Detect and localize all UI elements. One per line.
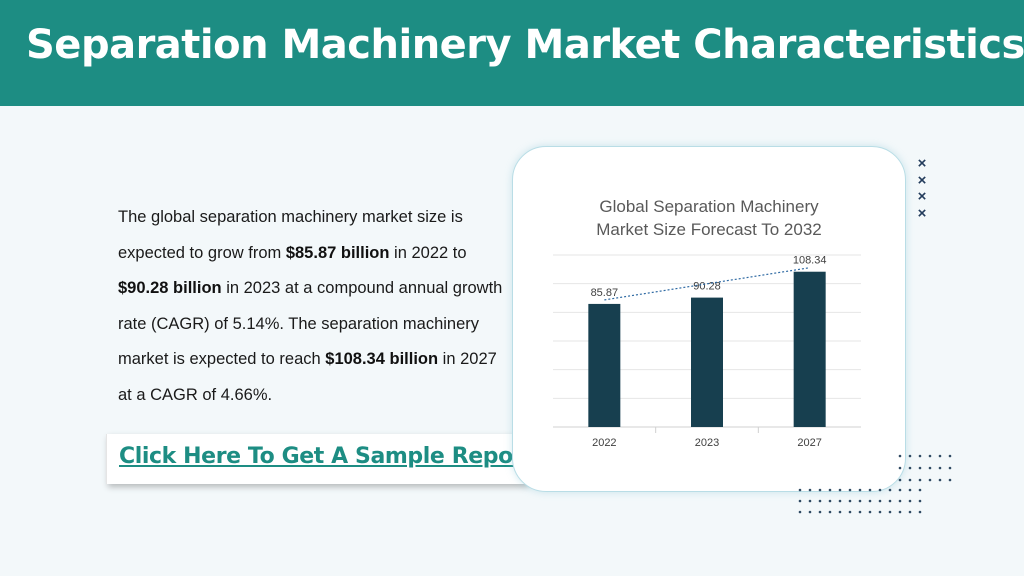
decor-dot	[888, 510, 892, 514]
decor-dot	[898, 466, 902, 470]
bar-2023	[691, 297, 723, 427]
highlighted-figure: $108.34 billion	[325, 350, 439, 368]
decorative-dot-grid-right	[898, 454, 952, 482]
decor-dot	[918, 454, 922, 458]
chart-title-line-2: Market Size Forecast To 2032	[596, 220, 822, 239]
decor-dot	[858, 510, 862, 514]
decor-dot	[878, 488, 882, 492]
decor-dot	[838, 510, 842, 514]
decor-dot	[898, 499, 902, 503]
decor-dot	[898, 454, 902, 458]
decor-dot	[868, 499, 872, 503]
bar-chart: 85.87 2022 90.28 2023 108.34 2027	[553, 254, 861, 449]
description-text: in 2022 to	[389, 243, 467, 262]
tick-label-2023: 2023	[695, 437, 719, 449]
x-mark-icon: ×	[917, 171, 927, 189]
chart-title: Global Separation Machinery Market Size …	[513, 195, 905, 241]
decor-dot	[798, 510, 802, 514]
description-text: in 2027 at a CAGR of 4.66%.	[118, 350, 497, 404]
decor-dot	[898, 478, 902, 482]
sample-report-box: Click Here To Get A Sample Report	[106, 434, 534, 484]
decor-dot	[818, 488, 822, 492]
decor-dot	[918, 488, 922, 492]
highlighted-figure: $90.28 billion	[118, 279, 222, 297]
description-text: in 2023 at a compound annual growth rate…	[118, 279, 503, 368]
decorative-dot-grid-bottom	[798, 488, 922, 514]
decor-dot	[888, 488, 892, 492]
bar-2022	[588, 303, 621, 427]
decor-dot	[808, 488, 812, 492]
decor-dot	[838, 488, 842, 492]
decor-dot	[858, 488, 862, 492]
decor-dot	[908, 499, 912, 503]
decor-dot	[908, 488, 912, 492]
decor-dot	[918, 466, 922, 470]
trendline	[604, 267, 810, 301]
decor-dot	[928, 478, 932, 482]
decor-dot	[908, 478, 912, 482]
decor-dot	[918, 510, 922, 514]
decor-dot	[798, 488, 802, 492]
data-label-2027: 108.34	[793, 255, 827, 267]
decor-dot	[888, 499, 892, 503]
x-mark-icon: ×	[917, 204, 927, 222]
decor-dot	[828, 499, 832, 503]
decor-dot	[938, 466, 942, 470]
decor-dot	[858, 499, 862, 503]
decor-dot	[848, 488, 852, 492]
x-mark-icon: ×	[917, 155, 927, 172]
decor-dot	[818, 499, 822, 503]
decor-dot	[808, 510, 812, 514]
market-description: The global separation machinery market s…	[118, 200, 508, 413]
decor-dot	[868, 510, 872, 514]
decor-dot	[908, 454, 912, 458]
decor-dot	[938, 454, 942, 458]
decor-dot	[898, 488, 902, 492]
decor-dot	[848, 510, 852, 514]
decor-dot	[838, 499, 842, 503]
decor-dot	[868, 488, 872, 492]
decor-dot	[948, 466, 952, 470]
decor-dot	[808, 499, 812, 503]
decor-dot	[828, 488, 832, 492]
chart-title-line-1: Global Separation Machinery	[599, 197, 819, 216]
decor-dot	[828, 510, 832, 514]
decor-dot	[928, 454, 932, 458]
x-mark-icon: ×	[917, 188, 927, 205]
decor-dot	[928, 466, 932, 470]
highlighted-figure: $85.87 billion	[285, 243, 390, 262]
decor-dot	[938, 478, 942, 482]
tick-label-2027: 2027	[797, 437, 821, 449]
decor-dot	[878, 499, 882, 503]
decor-dot	[898, 510, 902, 514]
page-title: Separation Machinery Market Characterist…	[26, 22, 1024, 68]
decor-dot	[948, 454, 952, 458]
chart-card: Global Separation Machinery Market Size …	[512, 146, 906, 492]
title-banner: Separation Machinery Market Characterist…	[0, 0, 1024, 106]
decor-dot	[918, 499, 922, 503]
decor-dot	[848, 499, 852, 503]
tick-label-2022: 2022	[592, 437, 616, 449]
bar-2027	[793, 271, 826, 427]
description-text: The global separation machinery market s…	[118, 208, 463, 262]
data-label-2023: 90.28	[693, 281, 721, 293]
decor-dot	[878, 510, 882, 514]
decor-dot	[908, 510, 912, 514]
decor-dot	[818, 510, 822, 514]
decor-dot	[918, 478, 922, 482]
decor-dot	[908, 466, 912, 470]
decor-dot	[798, 499, 802, 503]
sample-report-link[interactable]: Click Here To Get A Sample Report	[119, 444, 534, 469]
decor-dot	[948, 478, 952, 482]
data-label-2022: 85.87	[591, 287, 619, 299]
decorative-x-marks: × × × ×	[914, 155, 930, 222]
